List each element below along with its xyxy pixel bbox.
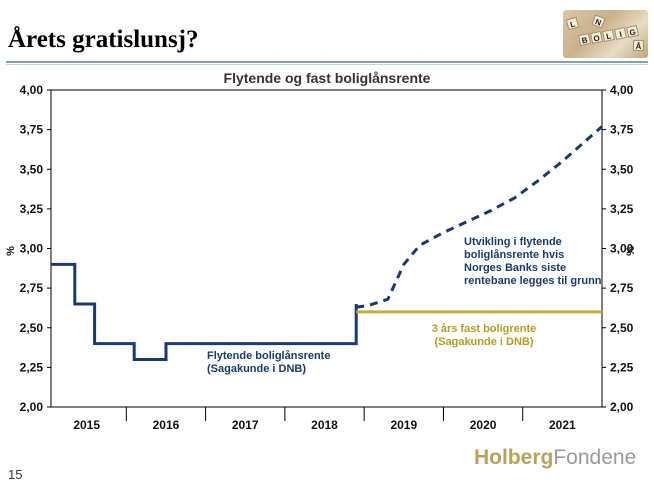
y-tick-label-left: 3,00 bbox=[20, 242, 44, 256]
x-tick-label: 2021 bbox=[549, 418, 576, 432]
floating-rate-line bbox=[51, 262, 358, 361]
x-tick-label: 2017 bbox=[232, 418, 259, 432]
y-axis-label-left: % bbox=[5, 246, 17, 256]
y-tick-label-left: 2,75 bbox=[20, 281, 44, 295]
y-tick-label-right: 2,75 bbox=[610, 281, 634, 295]
slide-title: Årets gratislunsj? bbox=[8, 26, 199, 53]
projection-annotation: boliglånsrente hvis bbox=[464, 249, 564, 261]
page-number: 15 bbox=[8, 467, 23, 482]
y-tick-label-left: 2,00 bbox=[20, 400, 44, 414]
y-tick-label-left: 3,25 bbox=[20, 202, 44, 216]
y-tick-label-left: 3,50 bbox=[20, 162, 44, 176]
y-tick-label-right: 2,50 bbox=[610, 321, 634, 335]
holbergfondene-logo: HolbergFondene bbox=[474, 446, 636, 470]
fixed-rate-annotation: 3 års fast boligrente bbox=[432, 323, 537, 335]
projection-annotation: Norges Banks siste bbox=[464, 262, 566, 274]
y-tick-label-right: 3,50 bbox=[610, 162, 634, 176]
logo-light-part: Fondene bbox=[553, 446, 637, 469]
logo-bold-part: Holberg bbox=[474, 446, 554, 469]
floating-rate-annotation: Flytende boliglånsrente bbox=[207, 350, 330, 362]
y-tick-label-left: 4,00 bbox=[20, 83, 44, 97]
y-axis-label-right: % bbox=[625, 246, 637, 256]
y-tick-label-right: 2,00 bbox=[610, 400, 634, 414]
projection-annotation: Utvikling i flytende bbox=[464, 236, 562, 248]
y-tick-label-left: 3,75 bbox=[20, 123, 44, 137]
x-tick-label: 2018 bbox=[311, 418, 338, 432]
chart-title: Flytende og fast boliglånsrente bbox=[223, 70, 431, 86]
floating-rate-annotation: (Sagakunde i DNB) bbox=[207, 363, 306, 375]
y-tick-label-right: 3,75 bbox=[610, 123, 634, 137]
y-tick-label-right: 3,00 bbox=[610, 242, 634, 256]
y-tick-label-left: 2,50 bbox=[20, 321, 44, 335]
y-tick-label-right: 2,25 bbox=[610, 360, 634, 374]
projection-dashed-line bbox=[356, 125, 603, 309]
title-divider-shadow bbox=[6, 64, 648, 65]
fixed-rate-annotation: (Sagakunde i DNB) bbox=[434, 336, 533, 348]
y-tick-label-right: 3,25 bbox=[610, 202, 634, 216]
projection-annotation: rentebane legges til grunn bbox=[464, 275, 602, 287]
x-tick-label: 2019 bbox=[390, 418, 417, 432]
x-tick-label: 2020 bbox=[470, 418, 497, 432]
title-divider bbox=[6, 61, 648, 63]
x-tick-label: 2016 bbox=[153, 418, 180, 432]
y-tick-label-left: 2,25 bbox=[20, 360, 44, 374]
y-tick-label-right: 4,00 bbox=[610, 83, 634, 97]
x-tick-label: 2015 bbox=[73, 418, 100, 432]
